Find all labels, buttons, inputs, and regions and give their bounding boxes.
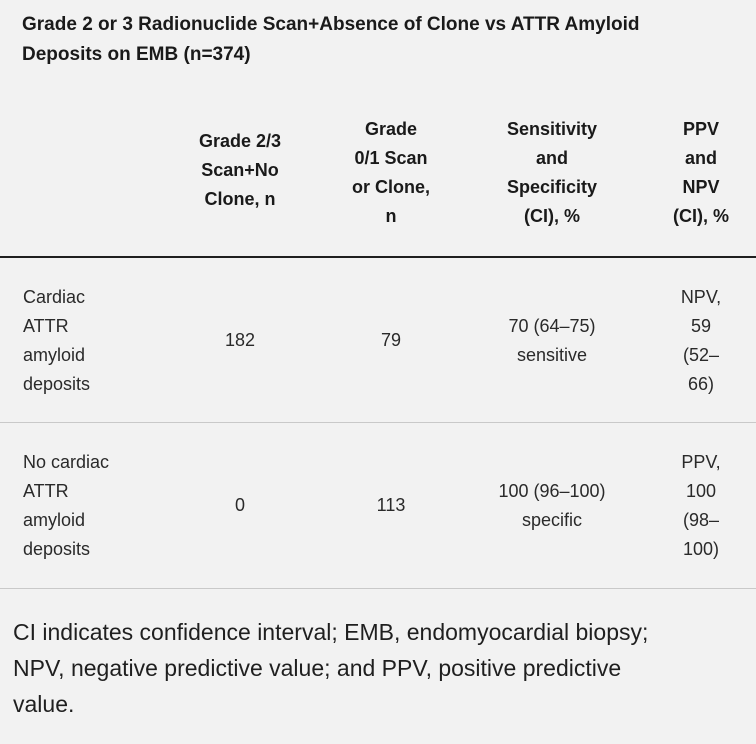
cell-ppv-npv: PPV, 100 (98– 100) <box>662 448 740 564</box>
footnote-line: value. <box>13 691 75 717</box>
cell-ppv-npv-line: 100 <box>685 481 717 501</box>
column-header-sensitivity: Sensitivity and Specificity (CI), % <box>478 115 626 231</box>
column-header-grade23: Grade 2/3 Scan+No Clone, n <box>170 127 310 214</box>
row-label-line: deposits <box>23 539 91 559</box>
row-label-line: amyloid <box>23 345 86 365</box>
row-label-line: deposits <box>23 374 91 394</box>
row-label-line: ATTR <box>23 481 69 501</box>
column-header-ppv-npv-line: NPV <box>682 177 720 197</box>
cell-ppv-npv-line: (98– <box>682 510 720 530</box>
cell-ppv-npv-line: 100) <box>682 539 720 559</box>
cell-ppv-npv-line: NPV, <box>680 287 722 307</box>
table-footnote: CI indicates confidence interval; EMB, e… <box>13 614 743 722</box>
column-header-grade01-line: or Clone, <box>351 177 430 197</box>
cell-sensitivity: 70 (64–75) sensitive <box>458 312 646 370</box>
cell-grade23: 0 <box>234 495 245 515</box>
row-label-line: amyloid <box>23 510 86 530</box>
column-header-grade23-line: Clone, n <box>204 189 276 209</box>
column-header-sensitivity-line: (CI), % <box>524 206 580 226</box>
cell-sensitivity-line: sensitive <box>516 345 588 365</box>
column-header-ppv-npv-line: (CI), % <box>673 206 729 226</box>
table-header-row: Grade 2/3 Scan+No Clone, n Grade 0/1 Sca… <box>0 112 756 256</box>
table-row: Cardiac ATTR amyloid deposits 182 79 70 … <box>0 258 756 422</box>
header-divider <box>0 256 756 258</box>
column-header-ppv-npv: PPV and NPV (CI), % <box>662 115 740 231</box>
row-label-line: ATTR <box>23 316 69 336</box>
column-header-grade01-line: Grade <box>364 119 418 139</box>
table-title-line-2: Deposits on EMB (n=374) <box>22 44 251 65</box>
cell-sensitivity-line: 70 (64–75) <box>508 316 596 336</box>
cell-grade01: 79 <box>380 330 402 350</box>
row-label-line: No cardiac <box>23 452 110 472</box>
cell-ppv-npv: NPV, 59 (52– 66) <box>662 283 740 399</box>
row-divider <box>0 422 756 423</box>
cell-grade23: 182 <box>224 330 256 350</box>
cell-sensitivity-line: 100 (96–100) <box>498 481 606 501</box>
table-title: Grade 2 or 3 Radionuclide Scan+Absence o… <box>22 10 736 70</box>
footnote-line: CI indicates confidence interval; EMB, e… <box>13 619 649 645</box>
row-label: No cardiac ATTR amyloid deposits <box>23 448 143 564</box>
cell-ppv-npv-line: 59 <box>690 316 712 336</box>
column-header-sensitivity-line: Sensitivity <box>506 119 598 139</box>
column-header-ppv-npv-line: PPV <box>682 119 720 139</box>
column-header-sensitivity-line: and <box>535 148 568 168</box>
column-header-grade23-line: Scan+No <box>201 160 279 180</box>
cell-ppv-npv-line: (52– <box>682 345 720 365</box>
column-header-grade23-line: Grade 2/3 <box>198 131 282 151</box>
row-label-line: Cardiac <box>23 287 86 307</box>
footnote-line: NPV, negative predictive value; and PPV,… <box>13 655 622 681</box>
cell-ppv-npv-line: PPV, <box>681 452 721 472</box>
table-title-line-1: Grade 2 or 3 Radionuclide Scan+Absence o… <box>22 14 640 35</box>
cell-grade01: 113 <box>376 495 406 515</box>
column-header-sensitivity-line: Specificity <box>506 177 598 197</box>
row-label: Cardiac ATTR amyloid deposits <box>23 283 143 399</box>
cell-sensitivity-line: specific <box>521 510 583 530</box>
table-row: No cardiac ATTR amyloid deposits 0 113 1… <box>0 423 756 587</box>
column-header-grade01-line: 0/1 Scan <box>354 148 428 168</box>
cell-ppv-npv-line: 66) <box>687 374 714 394</box>
cell-sensitivity: 100 (96–100) specific <box>458 477 646 535</box>
column-header-ppv-npv-line: and <box>684 148 717 168</box>
column-header-grade01: Grade 0/1 Scan or Clone, n <box>325 115 457 231</box>
column-header-grade01-line: n <box>385 206 397 226</box>
table-bottom-divider <box>0 588 756 589</box>
